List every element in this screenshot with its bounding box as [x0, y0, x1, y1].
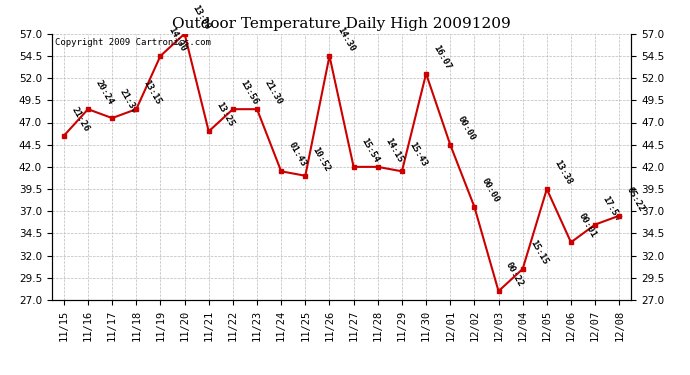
Text: 20:24: 20:24 — [94, 79, 115, 106]
Text: 00:01: 00:01 — [577, 212, 598, 240]
Text: 13:25: 13:25 — [215, 101, 235, 129]
Text: 15:54: 15:54 — [359, 136, 380, 164]
Text: 17:54: 17:54 — [601, 194, 622, 222]
Text: 21:26: 21:26 — [70, 105, 90, 133]
Text: 13:15: 13:15 — [142, 79, 163, 106]
Text: 10:52: 10:52 — [311, 145, 332, 173]
Text: 21:30: 21:30 — [263, 79, 284, 106]
Text: 13:08: 13:08 — [190, 3, 211, 31]
Text: 14:30: 14:30 — [335, 26, 356, 53]
Text: 00:00: 00:00 — [456, 114, 477, 142]
Text: 05:22: 05:22 — [625, 185, 646, 213]
Text: 00:00: 00:00 — [480, 176, 501, 204]
Text: 01:43: 01:43 — [287, 141, 308, 168]
Text: 15:15: 15:15 — [529, 238, 549, 266]
Text: 15:43: 15:43 — [408, 141, 428, 168]
Text: 14:15: 14:15 — [384, 136, 404, 164]
Text: 13:38: 13:38 — [553, 159, 573, 186]
Title: Outdoor Temperature Daily High 20091209: Outdoor Temperature Daily High 20091209 — [172, 17, 511, 31]
Text: Copyright 2009 Cartronics.com: Copyright 2009 Cartronics.com — [55, 38, 210, 47]
Text: 13:56: 13:56 — [239, 79, 259, 106]
Text: 21:30: 21:30 — [118, 87, 139, 115]
Text: 16:07: 16:07 — [432, 43, 453, 71]
Text: 14:30: 14:30 — [166, 26, 187, 53]
Text: 00:22: 00:22 — [504, 261, 525, 288]
